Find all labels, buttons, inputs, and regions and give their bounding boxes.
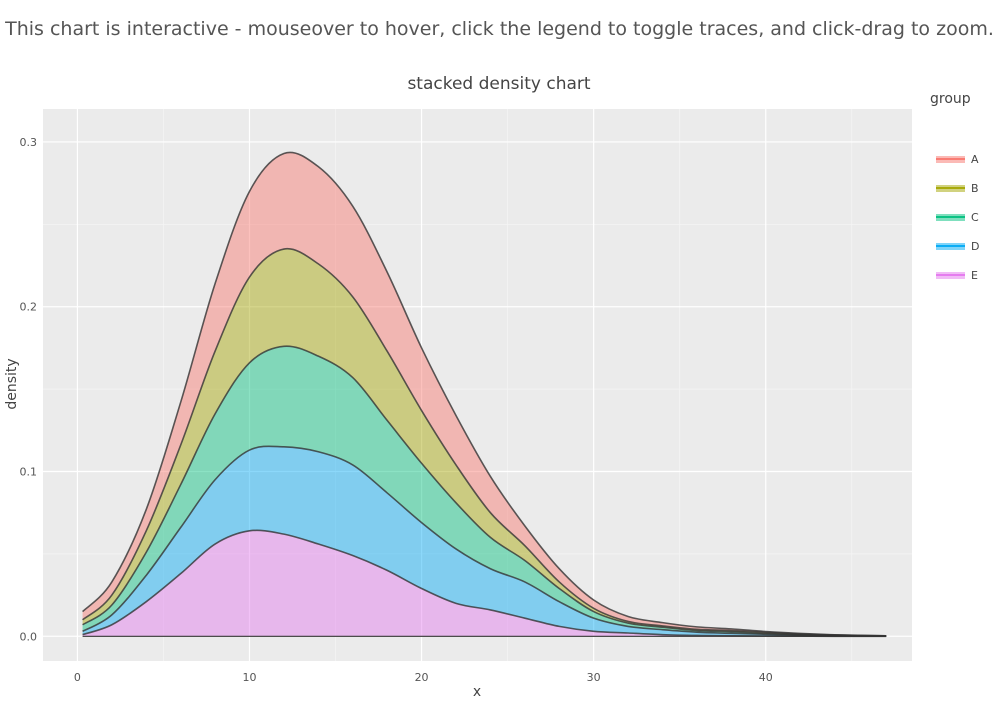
x-axis-label: x [473,684,481,698]
y-tick-label: 0.2 [20,301,38,314]
x-tick-label: 10 [242,671,256,684]
x-tick-label: 30 [587,671,601,684]
line-series-d [82,445,887,637]
legend-item-a[interactable]: A [936,153,979,166]
y-axis-label: density [4,358,20,409]
line-series-c [82,345,887,637]
chart-title: stacked density chart [407,74,590,94]
stacked-density-chart[interactable]: stacked density chart 0 10 20 30 40 0.00.10.… [0,60,999,700]
y-tick-label: 0.0 [20,630,38,643]
legend-item-b[interactable]: B [936,182,979,195]
legend-item-e[interactable]: E [936,269,978,282]
legend-title: group [930,91,971,107]
x-tick-label: 40 [759,671,773,684]
interactive-banner: This chart is interactive - mouseover to… [5,18,994,40]
y-tick-label: 0.1 [20,466,38,479]
x-tick-label: 20 [415,671,429,684]
legend-label: A [971,153,979,166]
plot-background[interactable] [43,109,912,661]
legend-item-c[interactable]: C [936,211,979,224]
chart-container: stacked density chart 0 10 20 30 40 0.0 0.1 0.… [0,60,999,700]
line-series-b [82,247,887,637]
legend-label: D [971,240,979,253]
area-series-e[interactable] [82,530,887,637]
legend-item-d[interactable]: D [936,240,979,253]
y-axis-ticks: 0.0 0.1 0.2 0.3 [20,136,38,643]
line-series-e [82,529,887,638]
line-series-a [82,151,887,637]
area-series-c[interactable] [82,346,887,637]
x-axis-ticks: 0 10 20 30 40 [74,671,773,684]
legend-label: E [971,269,978,282]
legend-label: B [971,182,979,195]
y-tick-label: 0.3 [20,136,38,149]
legend[interactable]: A B C D E [936,153,979,282]
legend-label: C [971,211,979,224]
x-tick-label: 0 [74,671,81,684]
density-lines [82,151,887,638]
area-series-d[interactable] [82,446,887,637]
